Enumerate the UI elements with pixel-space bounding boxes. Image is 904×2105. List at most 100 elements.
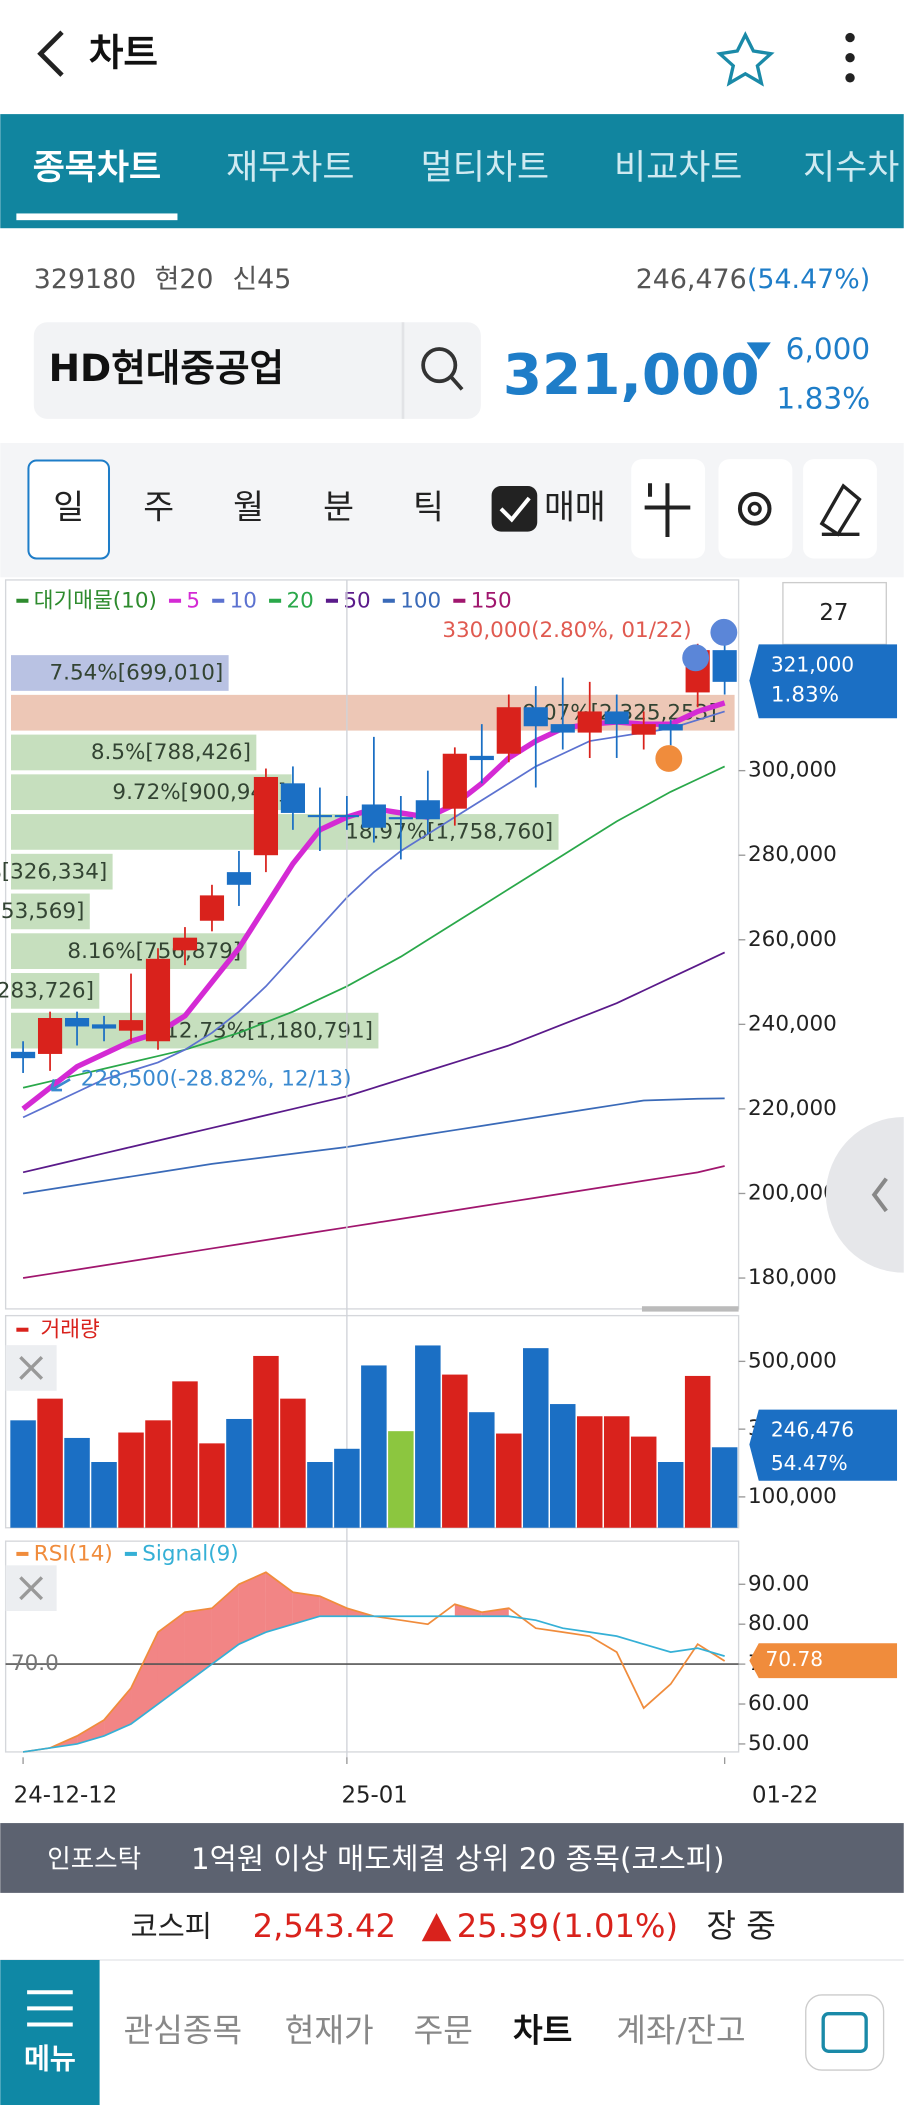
legend-label: 대기매물(10) xyxy=(34,588,157,613)
side-handle[interactable] xyxy=(825,1116,904,1273)
settings-icon xyxy=(747,501,762,516)
y-tick-label: 200,000 xyxy=(748,1180,837,1205)
volume: 246,476 xyxy=(636,264,747,295)
legend-swatch xyxy=(16,1327,29,1332)
account-icon xyxy=(821,2012,868,2053)
volume-bar xyxy=(630,1436,657,1528)
volume-bar xyxy=(523,1348,549,1528)
settings-button[interactable] xyxy=(718,459,793,559)
candle-body xyxy=(64,1018,90,1027)
last-price-box xyxy=(749,644,898,719)
check-mark xyxy=(499,496,531,523)
y-tick-label: 300,000 xyxy=(748,758,837,783)
scroll-bar xyxy=(641,1306,739,1312)
volume-bar xyxy=(496,1433,522,1528)
period-button[interactable]: 주 xyxy=(143,487,174,526)
rsi-line xyxy=(22,1615,725,1753)
period-button[interactable]: 틱 xyxy=(413,487,444,526)
tab[interactable]: 멀티차트 xyxy=(421,148,549,188)
rsi-area xyxy=(104,1688,132,1736)
candle-body xyxy=(37,1018,63,1054)
account-button[interactable] xyxy=(805,1994,885,2071)
period-button[interactable]: 일 xyxy=(53,487,84,526)
volume-bar xyxy=(415,1345,441,1528)
legend-swatch xyxy=(382,598,395,603)
volume-bar xyxy=(711,1447,738,1528)
volume-profile-bar xyxy=(10,853,113,890)
search-icon[interactable] xyxy=(421,347,464,391)
nav-item[interactable]: 현재가 xyxy=(285,2012,374,2050)
y-tick-label: 260,000 xyxy=(748,927,837,952)
news-source: 인포스탁 xyxy=(47,1845,141,1875)
bottom-nav xyxy=(0,1960,904,2105)
legend-label: 5 xyxy=(186,588,200,613)
tab[interactable]: 종목차트 xyxy=(33,148,161,188)
y-tick-label: 90.00 xyxy=(748,1571,809,1596)
tab[interactable]: 비교차트 xyxy=(614,148,742,188)
x-tick-label: 24-12-12 xyxy=(14,1783,118,1809)
nav-item[interactable]: 관심종목 xyxy=(124,2012,243,2050)
candle-body xyxy=(712,650,737,682)
search-box[interactable] xyxy=(33,322,481,419)
legend-swatch xyxy=(453,598,466,603)
volume-bar xyxy=(145,1420,171,1528)
candle-body xyxy=(118,1020,144,1031)
news-headline[interactable]: 1억원 이상 매도체결 상위 20 종목(코스피) xyxy=(191,1842,725,1876)
candle-body xyxy=(145,958,171,1042)
back-button[interactable] xyxy=(37,30,64,77)
visible-count: 27 xyxy=(819,600,848,626)
y-tick-label: 240,000 xyxy=(748,1011,837,1036)
volume-bar xyxy=(442,1374,468,1528)
tab[interactable]: 지수차 xyxy=(803,148,899,188)
period-button[interactable]: 분 xyxy=(323,487,354,526)
volume-profile-bar xyxy=(10,893,90,930)
legend-swatch xyxy=(16,598,29,603)
volume-profile-bar xyxy=(10,933,247,969)
candle-body xyxy=(91,1024,117,1029)
legend-label: 거래량 xyxy=(41,1317,101,1342)
candle-body xyxy=(523,707,548,727)
volume-bar xyxy=(226,1418,252,1528)
period-selected[interactable] xyxy=(27,459,111,560)
favorite-button[interactable] xyxy=(716,31,775,87)
volume-profile-bar xyxy=(10,734,257,771)
y-tick-label: 180,000 xyxy=(748,1265,837,1290)
menu-button[interactable] xyxy=(0,1960,100,2105)
nav-item[interactable]: 계좌/잔고 xyxy=(616,2012,745,2050)
chart-layer: 7.54%[699,010]9.07%[2,325,253]8.5%[788,4… xyxy=(0,579,898,1809)
legend-swatch xyxy=(16,1551,29,1556)
rsi-area xyxy=(292,1592,320,1625)
y-tick-label: 50.00 xyxy=(748,1731,809,1756)
legend-label: 20 xyxy=(287,588,314,613)
volume-bar xyxy=(657,1462,684,1528)
moving-average xyxy=(22,765,726,1089)
low-arrow xyxy=(49,1078,71,1092)
price-panel xyxy=(4,579,740,1310)
nav-item[interactable]: 차트 xyxy=(513,2012,572,2050)
news-ticker[interactable] xyxy=(0,1823,904,1893)
volume-profile-label: 12.73%[1,180,791] xyxy=(165,1018,373,1043)
y-tick-label: 80.00 xyxy=(748,1611,809,1636)
draw-icon xyxy=(819,483,862,537)
draw-button[interactable] xyxy=(803,459,877,559)
nav-item[interactable]: 주문 xyxy=(414,2012,473,2050)
signal-marker xyxy=(655,745,683,772)
volume-bar xyxy=(684,1375,711,1528)
volume-bar xyxy=(10,1420,36,1528)
tab[interactable]: 재무차트 xyxy=(226,148,354,188)
y-tick-label: 220,000 xyxy=(748,1096,837,1121)
moving-average xyxy=(22,1097,725,1195)
last-change: 1.83% xyxy=(771,682,839,707)
volume-bar xyxy=(37,1398,63,1528)
candle-body xyxy=(604,711,629,725)
candle-body xyxy=(577,711,602,733)
volume-profile-bar xyxy=(10,655,229,691)
candle-body xyxy=(631,724,656,735)
candle-body xyxy=(253,776,279,856)
trade-checkbox[interactable] xyxy=(491,485,538,532)
count-box[interactable] xyxy=(782,581,887,646)
more-button[interactable] xyxy=(845,32,855,83)
trade-toggle[interactable]: 매매 xyxy=(544,487,606,526)
period-button[interactable]: 월 xyxy=(233,487,264,526)
